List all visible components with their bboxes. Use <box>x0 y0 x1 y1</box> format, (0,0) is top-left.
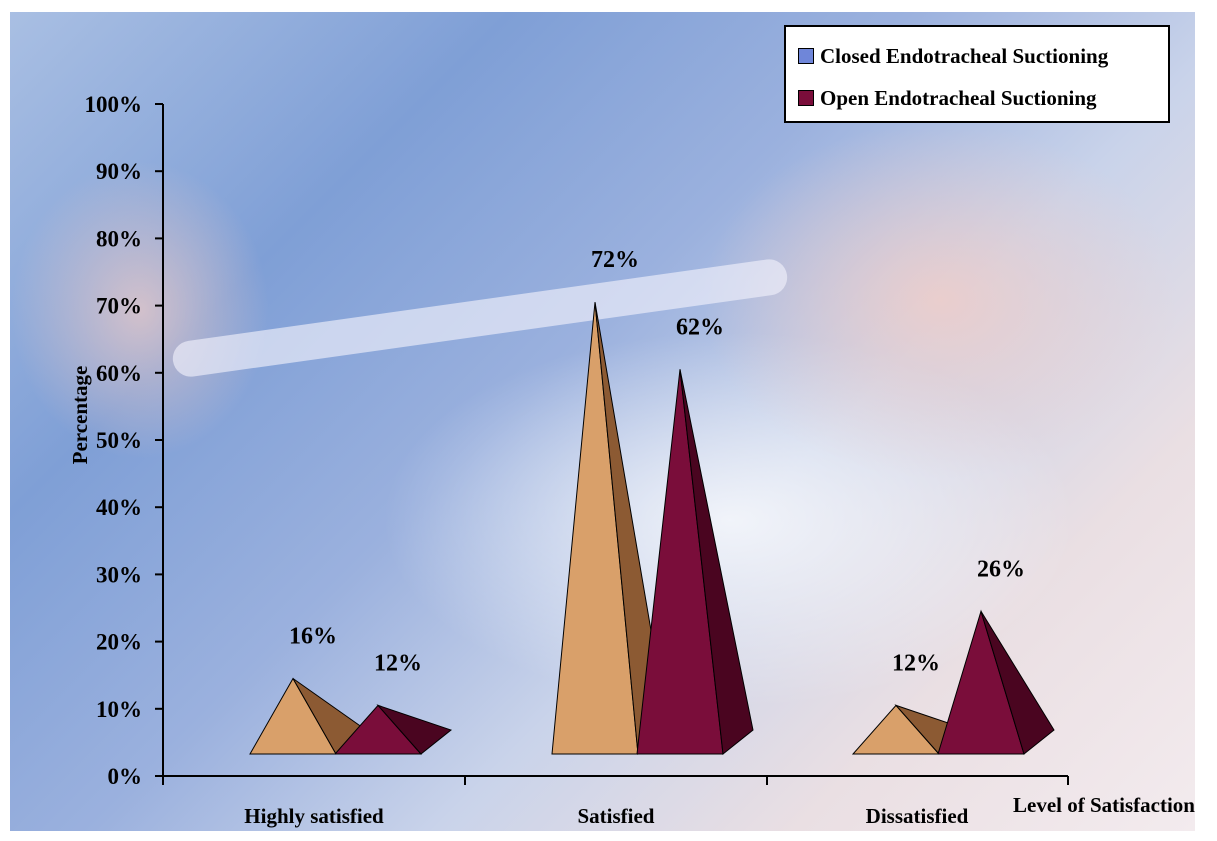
x-category-label: Highly satisfied <box>244 804 384 828</box>
y-tick-label: 20% <box>96 630 142 655</box>
pyramid-side-1-2 <box>980 611 1055 755</box>
y-tick-label: 90% <box>96 159 142 184</box>
chart-labels: 0% 10% 20% 30% 40% 50% 60% 70% 80% 90% 100% Percent… <box>68 92 1195 828</box>
data-label: 26% <box>977 556 1025 582</box>
y-axis-title: Percentage <box>68 366 92 465</box>
y-tick-label: 10% <box>96 697 142 722</box>
data-label: 72% <box>591 247 639 273</box>
pyramid-side-1-1 <box>679 369 754 755</box>
legend-item-open: Open Endotracheal Suctioning <box>798 83 1097 113</box>
legend-label-closed: Closed Endotracheal Suctioning <box>820 43 1109 68</box>
data-label: 12% <box>892 650 940 676</box>
data-label: 62% <box>676 314 724 340</box>
y-tick-label: 50% <box>96 428 142 453</box>
x-axis-title: Level of Satisfaction <box>1013 793 1195 817</box>
y-tick-label: 60% <box>96 361 142 386</box>
y-tick-label: 30% <box>96 562 142 587</box>
y-tick-label: 40% <box>96 495 142 520</box>
pyramid-side-1-0 <box>376 704 453 755</box>
background-highlight <box>700 120 1180 480</box>
y-tick-label: 0% <box>108 764 143 789</box>
data-label: 12% <box>374 650 422 676</box>
legend-swatch-open <box>798 90 814 106</box>
axes <box>155 103 1069 785</box>
chart-marks <box>249 302 1055 755</box>
x-category-label: Dissatisfied <box>866 804 969 828</box>
y-tick-label: 80% <box>96 226 142 251</box>
y-tick-label: 70% <box>96 294 142 319</box>
legend: Closed Endotracheal Suctioning Open Endo… <box>784 25 1170 123</box>
legend-label-open: Open Endotracheal Suctioning <box>820 85 1097 110</box>
x-category-label: Satisfied <box>577 804 654 828</box>
legend-item-closed: Closed Endotracheal Suctioning <box>798 41 1108 71</box>
y-tick-label: 100% <box>85 92 143 117</box>
data-label: 16% <box>289 623 337 649</box>
background-highlight <box>10 160 270 460</box>
legend-swatch-closed <box>798 48 814 64</box>
